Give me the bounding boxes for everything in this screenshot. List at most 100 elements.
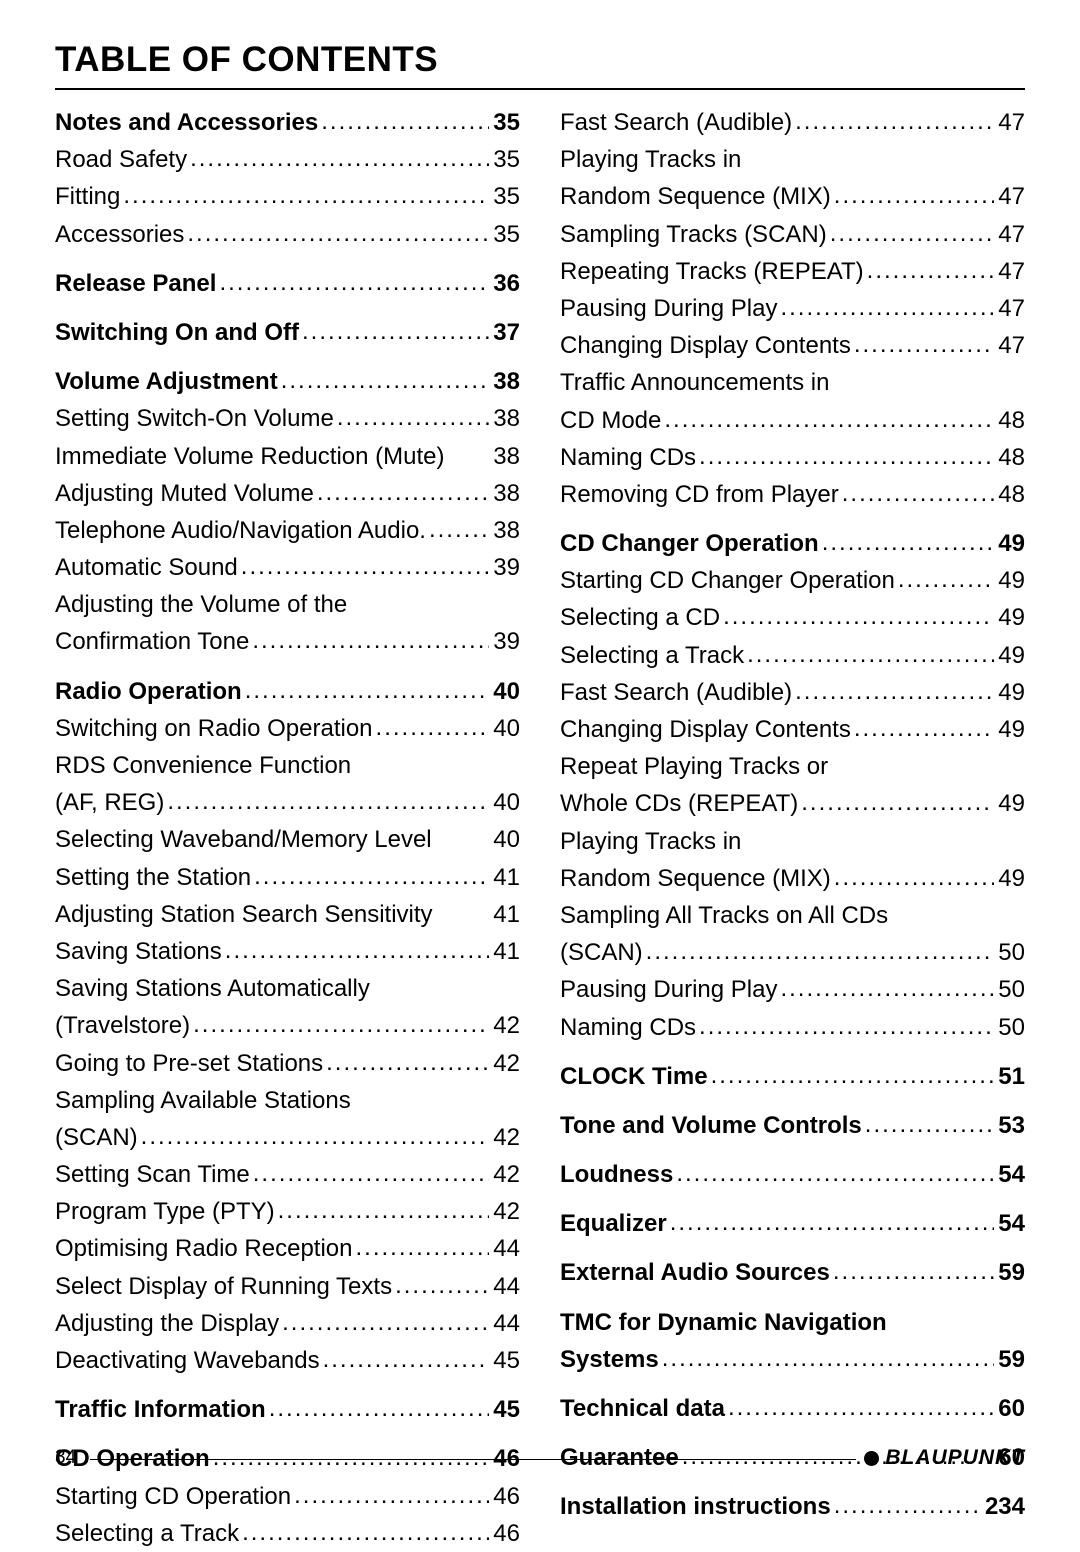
- toc-entry: Selecting Waveband/Memory Level 40: [55, 821, 520, 858]
- toc-entry-label: Setting Scan Time: [55, 1156, 250, 1193]
- toc-entry-page: 35: [489, 216, 520, 253]
- toc-entry-page: 46: [489, 1515, 520, 1552]
- toc-leader-dots: [334, 400, 489, 436]
- footer-brand: BLAUPUNKT: [864, 1446, 1025, 1470]
- toc-entry-page: 48: [994, 439, 1025, 476]
- toc-entry-label: Installation instructions: [560, 1488, 831, 1525]
- section-gap: [560, 1095, 1025, 1107]
- toc-leader-dots: [266, 1391, 490, 1427]
- toc-entry-label: Immediate Volume Reduction (Mute): [55, 438, 445, 475]
- toc-entry-page: 47: [994, 104, 1025, 141]
- toc-entry-label: Naming CDs: [560, 439, 696, 476]
- toc-entry-label: Select Display of Running Texts: [55, 1268, 392, 1305]
- toc-entry: Volume Adjustment 38: [55, 363, 520, 400]
- toc-entry-label: (SCAN): [560, 934, 643, 971]
- toc-entry-label: Adjusting the Display: [55, 1305, 279, 1342]
- toc-entry-label: Tone and Volume Controls: [560, 1107, 862, 1144]
- toc-entry-page: 35: [489, 178, 520, 215]
- toc-entry-label: Fitting: [55, 178, 120, 215]
- toc-entry-label: Confirmation Tone: [55, 623, 249, 660]
- section-gap: [560, 1242, 1025, 1254]
- toc-leader-dots: [831, 178, 995, 214]
- toc-leader-dots: [251, 859, 489, 895]
- toc-entry-label: Selecting a Track: [55, 1515, 239, 1552]
- toc-entry-label: Optimising Radio Reception: [55, 1230, 352, 1267]
- toc-entry-label: Saving Stations: [55, 933, 222, 970]
- footer-page-number: 34: [55, 1447, 76, 1469]
- toc-entry: Selecting a Track 46: [55, 1515, 520, 1552]
- toc-leader-dots: [673, 1156, 994, 1192]
- toc-entry-page: 38: [489, 400, 520, 437]
- toc-leader-dots: [320, 1342, 490, 1378]
- toc-entry-page: 49: [994, 525, 1025, 562]
- toc-leader-dots: [238, 549, 490, 585]
- toc-entry-label: Switching on Radio Operation: [55, 710, 373, 747]
- toc-entry: (SCAN) 50: [560, 934, 1025, 971]
- toc-entry-page: 50: [994, 1009, 1025, 1046]
- toc-leader-dots: [744, 637, 994, 673]
- toc-entry-label: Whole CDs (REPEAT): [560, 785, 798, 822]
- toc-entry-label: Changing Display Contents: [560, 327, 851, 364]
- toc-entry-page: 47: [994, 290, 1025, 327]
- toc-leader-dots: [323, 1045, 489, 1081]
- toc-entry: Loudness 54: [560, 1156, 1025, 1193]
- toc-entry-page: 35: [489, 141, 520, 178]
- toc-entry: Repeating Tracks (REPEAT) 47: [560, 253, 1025, 290]
- toc-entry: CD Changer Operation 49: [560, 525, 1025, 562]
- toc-entry: Pausing During Play 50: [560, 971, 1025, 1008]
- section-gap: [55, 253, 520, 265]
- toc-entry-page: 40: [489, 821, 520, 858]
- toc-leader-dots: [862, 1107, 995, 1143]
- toc-wrap-line: Playing Tracks in: [560, 141, 1025, 178]
- toc-entry-page: 40: [489, 673, 520, 710]
- toc-entry: CD Mode 48: [560, 402, 1025, 439]
- toc-leader-dots: [222, 933, 490, 969]
- toc-leader-dots: [291, 1478, 489, 1514]
- section-gap: [55, 661, 520, 673]
- toc-leader-dots: [851, 711, 994, 747]
- toc-entry-page: 44: [489, 1230, 520, 1267]
- toc-leader-dots: [725, 1390, 994, 1426]
- toc-entry-label: Going to Pre-set Stations: [55, 1045, 323, 1082]
- toc-entry: Going to Pre-set Stations 42: [55, 1045, 520, 1082]
- page-footer: 34 BLAUPUNKT: [55, 1446, 1025, 1470]
- toc-right-column: Fast Search (Audible) 47Playing Tracks i…: [560, 104, 1025, 1552]
- toc-entry: Confirmation Tone 39: [55, 623, 520, 660]
- toc-entry-page: 40: [489, 710, 520, 747]
- toc-entry-page: 39: [489, 549, 520, 586]
- toc-entry-label: Technical data: [560, 1390, 725, 1427]
- toc-leader-dots: [278, 363, 490, 399]
- toc-entry: CLOCK Time 51: [560, 1058, 1025, 1095]
- toc-entry-page: 49: [994, 637, 1025, 674]
- toc-entry-page: 39: [489, 623, 520, 660]
- toc-entry-page: 59: [994, 1254, 1025, 1291]
- toc-entry-label: Adjusting Station Search Sensitivity: [55, 896, 433, 933]
- toc-entry-page: 42: [489, 1193, 520, 1230]
- toc-entry-label: Setting Switch-On Volume: [55, 400, 334, 437]
- section-gap: [55, 302, 520, 314]
- toc-left-column: Notes and Accessories 35Road Safety 35Fi…: [55, 104, 520, 1552]
- toc-leader-dots: [279, 1305, 489, 1341]
- toc-entry-label: Volume Adjustment: [55, 363, 278, 400]
- toc-entry: (Travelstore) 42: [55, 1007, 520, 1044]
- toc-entry-page: 36: [489, 265, 520, 302]
- toc-leader-dots: [184, 216, 489, 252]
- toc-entry-page: 42: [489, 1007, 520, 1044]
- toc-entry-page: 42: [489, 1045, 520, 1082]
- toc-entry-page: 49: [994, 562, 1025, 599]
- toc-entry-label: Changing Display Contents: [560, 711, 851, 748]
- toc-leader-dots: [216, 265, 489, 301]
- toc-entry-page: 47: [994, 327, 1025, 364]
- toc-leader-dots: [720, 599, 994, 635]
- toc-leader-dots: [839, 476, 995, 512]
- toc-entry: Switching On and Off 37: [55, 314, 520, 351]
- toc-entry-label: Traffic Information: [55, 1391, 266, 1428]
- toc-entry-label: Telephone Audio/Navigation Audio.: [55, 512, 426, 549]
- toc-entry-page: 41: [489, 859, 520, 896]
- toc-entry: Adjusting Muted Volume 38: [55, 475, 520, 512]
- toc-entry-label: Fast Search (Audible): [560, 674, 792, 711]
- toc-wrap-line: Repeat Playing Tracks or: [560, 748, 1025, 785]
- toc-entry: Release Panel 36: [55, 265, 520, 302]
- toc-leader-dots: [792, 104, 994, 140]
- toc-entry: Changing Display Contents 47: [560, 327, 1025, 364]
